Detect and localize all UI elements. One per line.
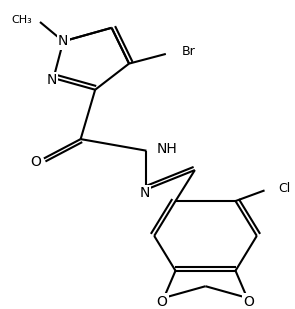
Text: N: N (46, 73, 57, 87)
Text: Br: Br (181, 45, 195, 58)
Text: Cl: Cl (278, 182, 290, 195)
Text: O: O (244, 295, 255, 309)
Text: N: N (139, 186, 150, 200)
Text: O: O (31, 155, 42, 169)
Text: N: N (58, 34, 68, 48)
Text: O: O (157, 295, 167, 309)
Text: NH: NH (156, 142, 177, 156)
Text: CH₃: CH₃ (12, 15, 32, 25)
